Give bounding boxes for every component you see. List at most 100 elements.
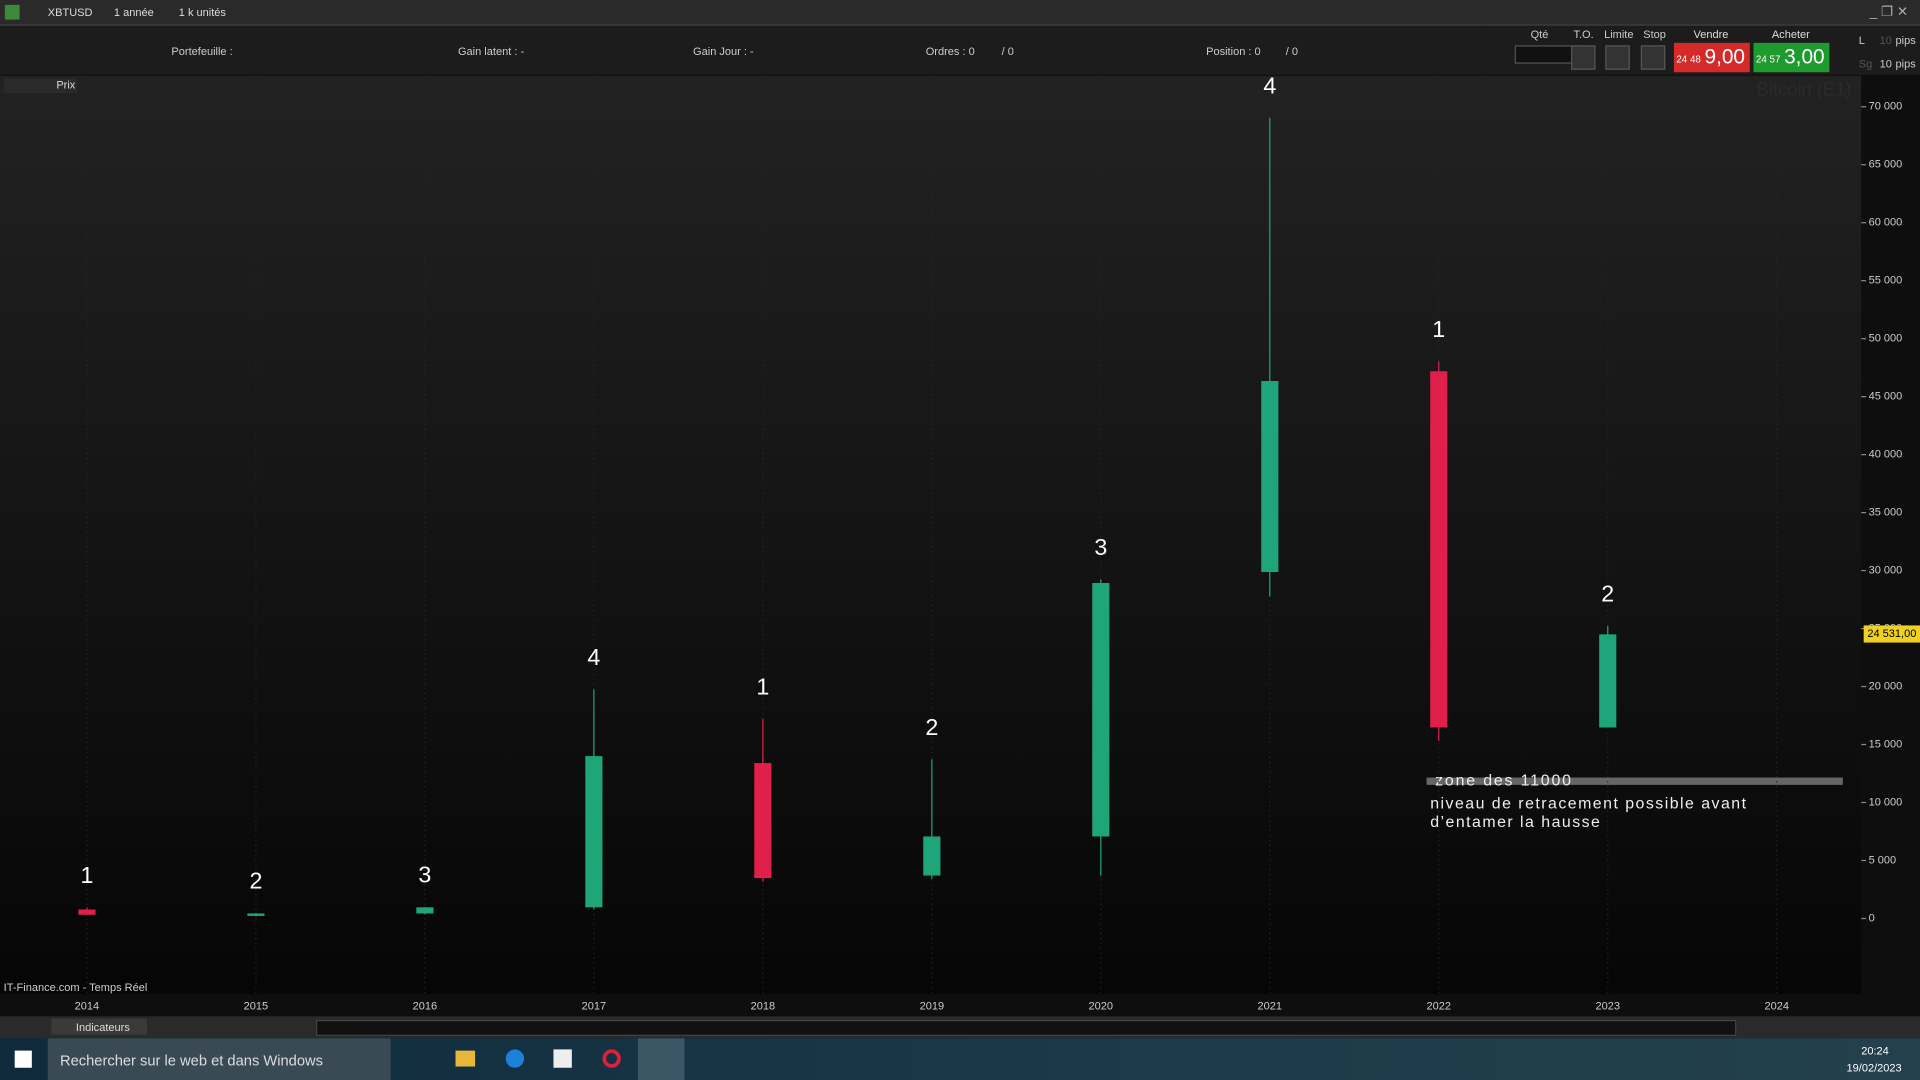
l-label: L [1858, 34, 1865, 47]
limit-label: Limite [1604, 28, 1634, 41]
candle-body [923, 836, 941, 876]
orders[interactable]: Ordres : 0 [925, 45, 975, 58]
stop-button[interactable] [1640, 45, 1666, 70]
top-toolbar: XBTUSD 1 année 1 k unités _ ❐ ✕ [0, 0, 1920, 26]
cycle-label: 2 [1601, 580, 1614, 606]
buy-small: 24 57 [1755, 53, 1781, 65]
opera-icon[interactable] [602, 1049, 621, 1068]
x-tick-label: 2021 [1258, 1000, 1283, 1012]
last-price-label: 24 531,00 [1867, 628, 1916, 640]
y-tick-label: 10 000 [1869, 796, 1903, 808]
x-tick-label: 2018 [751, 1000, 776, 1012]
sell-button[interactable]: 24 48 9,00 [1673, 42, 1750, 73]
source: IT-Finance.com - Temps Réel [4, 982, 148, 994]
cycle-label: 3 [1094, 534, 1107, 560]
y-axis-area [1861, 75, 1920, 1017]
annotation-title: zone des 11000 [1435, 772, 1573, 789]
cycle-label: 2 [249, 868, 262, 894]
trading-app-icon[interactable] [637, 1038, 685, 1080]
start-button[interactable] [14, 1050, 32, 1068]
x-tick-label: 2017 [582, 1000, 607, 1012]
candle-body [1261, 380, 1279, 572]
buy-button[interactable]: 24 57 3,00 [1753, 42, 1830, 73]
y-tick-label: 40 000 [1869, 449, 1903, 461]
y-tick-label: 20 000 [1869, 680, 1903, 692]
l-pips-value[interactable]: 10 [1879, 34, 1892, 47]
y-tick-label: 0 [1869, 912, 1875, 924]
x-tick-label: 2015 [244, 1000, 269, 1012]
x-tick-label: 2020 [1089, 1000, 1114, 1012]
series-name: Prix [56, 80, 75, 92]
edge-icon[interactable] [505, 1049, 525, 1068]
indicators-button[interactable]: Indicateurs [51, 1018, 147, 1035]
units-select[interactable]: 1 k unités [178, 6, 226, 19]
annotation-line: niveau de retracement possible avant [1430, 796, 1747, 813]
x-axis-area [0, 994, 1862, 1017]
candle-body [1599, 634, 1617, 728]
clock-date[interactable]: 19/02/2023 [1846, 1061, 1902, 1074]
x-tick-label: 2024 [1764, 1000, 1789, 1012]
day-gain: Gain Jour : - [693, 45, 754, 58]
clock-time[interactable]: 20:24 [1861, 1044, 1889, 1057]
y-tick-label: 35 000 [1869, 507, 1903, 519]
cycle-label: 1 [756, 673, 769, 699]
candle-body [754, 763, 772, 879]
sg-pips-value[interactable]: 10 [1879, 57, 1892, 70]
sell-big: 9,00 [1704, 45, 1746, 69]
explorer-icon[interactable] [455, 1050, 476, 1067]
window-controls[interactable]: _ ❐ ✕ [1869, 4, 1909, 20]
qty-label: Qté [1530, 28, 1549, 41]
y-tick-label: 5 000 [1869, 854, 1897, 866]
y-tick-label: 30 000 [1869, 564, 1903, 576]
chart: Prix Bitcoin (E1) IT-Finance.com - Temps… [0, 75, 1920, 1017]
cycle-label: 1 [80, 862, 93, 888]
x-tick-label: 2014 [75, 1000, 100, 1012]
search-box[interactable]: Rechercher sur le web et dans Windows [47, 1038, 391, 1080]
candle-body [1430, 371, 1448, 728]
app-icon [4, 4, 20, 20]
indicators-label: Indicateurs [75, 1021, 130, 1034]
candle-body [247, 913, 265, 916]
symbol-select[interactable]: XBTUSD [47, 6, 93, 19]
latent-gain: Gain latent : - [457, 45, 525, 58]
buy-big: 3,00 [1784, 45, 1825, 69]
last-price-marker [1863, 625, 1920, 643]
series-tag[interactable] [3, 78, 78, 94]
limit-button[interactable] [1605, 45, 1630, 70]
cycle-label: 4 [587, 644, 600, 670]
candle-body [78, 909, 96, 915]
account-bar: Portefeuille : Gain latent : - Gain Jour… [0, 25, 1488, 75]
candle-body [416, 907, 434, 914]
x-tick-label: 2022 [1427, 1000, 1452, 1012]
annotation-line: d’entamer la hausse [1430, 814, 1601, 831]
search-text: Rechercher sur le web et dans Windows [60, 1051, 323, 1069]
store-icon[interactable] [553, 1049, 572, 1068]
to-label: T.O. [1573, 28, 1594, 41]
l-pips: pips [1895, 34, 1916, 47]
to-button[interactable] [1571, 45, 1596, 70]
sell-small: 24 48 [1676, 53, 1701, 65]
taskbar: Rechercher sur le web et dans Windows 20… [0, 1038, 1920, 1080]
bottom-toolbar: Indicateurs [0, 1016, 1920, 1039]
y-tick-label: 15 000 [1869, 738, 1903, 750]
sell-label: Vendre [1693, 28, 1729, 41]
zone-line [1426, 777, 1843, 785]
cycle-label: 4 [1263, 76, 1276, 98]
position[interactable]: Position : 0 [1206, 45, 1261, 58]
position-pending[interactable]: / 0 [1285, 45, 1298, 58]
watermark: Bitcoin (E1) [1757, 78, 1852, 99]
cycle-label: 2 [925, 714, 938, 740]
period-select[interactable]: 1 année [113, 6, 154, 19]
x-tick-label: 2016 [413, 1000, 438, 1012]
candle-body [1092, 582, 1110, 837]
cycle-label: 1 [1432, 316, 1445, 342]
orders-pending[interactable]: / 0 [1001, 45, 1014, 58]
y-tick-label: 65 000 [1869, 159, 1903, 171]
x-tick-label: 2019 [920, 1000, 945, 1012]
stop-label: Stop [1643, 28, 1666, 41]
y-tick-label: 45 000 [1869, 391, 1903, 403]
portfolio: Portefeuille : [171, 45, 233, 58]
scrollbar[interactable] [315, 1020, 1737, 1036]
